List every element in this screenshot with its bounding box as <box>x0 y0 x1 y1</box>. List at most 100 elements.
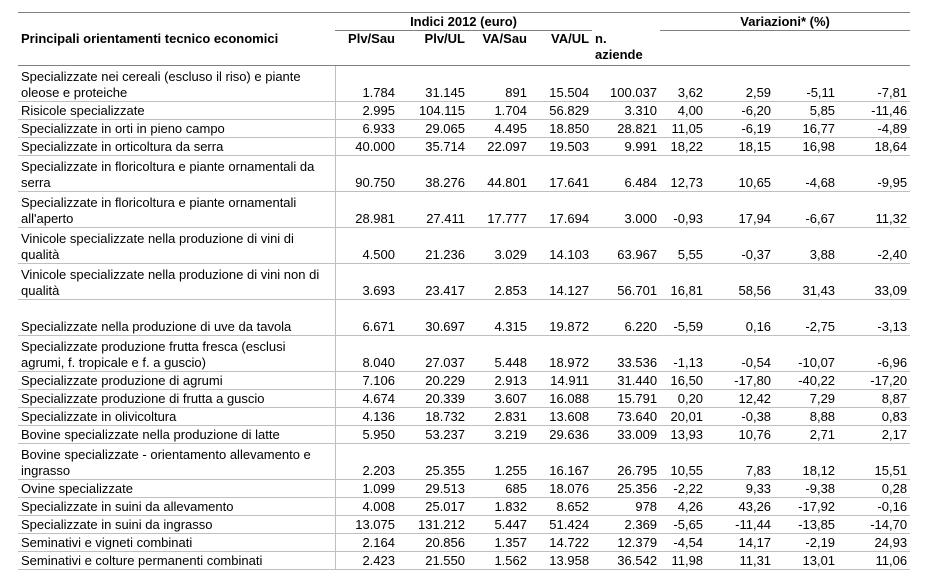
column-header: Plv/Sau <box>335 30 398 66</box>
cell: 11,05 <box>660 119 707 138</box>
cell: 18.732 <box>398 407 468 426</box>
cell: 3.693 <box>335 263 398 300</box>
cell: 14.127 <box>530 263 593 300</box>
column-header: Plv/UL <box>398 30 468 66</box>
cell: 6.484 <box>592 155 661 192</box>
cell: -5,11 <box>774 65 839 102</box>
cell: 63.967 <box>592 227 661 264</box>
cell: 26.795 <box>592 443 661 480</box>
column-header <box>706 30 775 66</box>
cell: 16,98 <box>774 137 839 156</box>
cell: 31.145 <box>398 65 468 102</box>
cell: 685 <box>468 479 530 498</box>
cell: 33.536 <box>592 335 661 372</box>
cell: 4.136 <box>335 407 398 426</box>
table-row: Specializzate in orti in pieno campo 6.93… <box>18 119 911 138</box>
header-cell <box>592 12 661 31</box>
cell: 5.447 <box>468 515 530 534</box>
cell: 7,29 <box>774 389 839 408</box>
cell: 11,06 <box>838 551 911 570</box>
table-row: Specializzate nella produzione di uve da… <box>18 299 911 336</box>
cell: 53.237 <box>398 425 468 444</box>
cell: 29.513 <box>398 479 468 498</box>
row-label: Bovine specializzate - orientamento alle… <box>18 443 336 480</box>
row-label: Specializzate in orti in pieno campo <box>18 119 336 138</box>
cell: 14,17 <box>706 533 775 552</box>
cell: 20.856 <box>398 533 468 552</box>
row-label: Specializzate in suini da ingrasso <box>18 515 336 534</box>
cell: -0,16 <box>838 497 911 516</box>
cell: 8.040 <box>335 335 398 372</box>
row-label: Risicole specializzate <box>18 101 336 120</box>
row-label: Specializzate nei cereali (escluso il ri… <box>18 65 336 102</box>
cell: -0,54 <box>706 335 775 372</box>
cell: 1.784 <box>335 65 398 102</box>
cell: -17,92 <box>774 497 839 516</box>
cell: -4,68 <box>774 155 839 192</box>
cell: 3.607 <box>468 389 530 408</box>
cell: 16.088 <box>530 389 593 408</box>
cell: 15.504 <box>530 65 593 102</box>
cell: 16,50 <box>660 371 707 390</box>
table-row: Ovine specializzate 1.099 29.513 685 18.076 2… <box>18 479 911 498</box>
cell: -17,20 <box>838 371 911 390</box>
cell: 978 <box>592 497 661 516</box>
table-row: Seminativi e colture permanenti combinat… <box>18 551 911 570</box>
cell: 2.913 <box>468 371 530 390</box>
cell: 56.701 <box>592 263 661 300</box>
cell: -17,80 <box>706 371 775 390</box>
cell: 2.995 <box>335 101 398 120</box>
cell: 19.503 <box>530 137 593 156</box>
cell: 13.608 <box>530 407 593 426</box>
cell: 14.911 <box>530 371 593 390</box>
cell: 1.099 <box>335 479 398 498</box>
cell: 7.106 <box>335 371 398 390</box>
cell: 17.694 <box>530 191 593 228</box>
cell: 104.115 <box>398 101 468 120</box>
cell: 40.000 <box>335 137 398 156</box>
cell: -2,22 <box>660 479 707 498</box>
cell: 4.008 <box>335 497 398 516</box>
column-header <box>774 30 839 66</box>
cell: 10,76 <box>706 425 775 444</box>
column-header: VA/UL <box>530 30 593 66</box>
row-label: Seminativi e colture permanenti combinat… <box>18 551 336 570</box>
cell: 9.991 <box>592 137 661 156</box>
row-label: Specializzate produzione frutta fresca (… <box>18 335 336 372</box>
table-row: Specializzate produzione di agrumi 7.106 2… <box>18 371 911 390</box>
cell: -14,70 <box>838 515 911 534</box>
cell: 13.958 <box>530 551 593 570</box>
table-row: Vinicole specializzate nella produzione … <box>18 263 911 300</box>
cell: 13.075 <box>335 515 398 534</box>
cell: 3.219 <box>468 425 530 444</box>
cell: 33.009 <box>592 425 661 444</box>
cell: -6,19 <box>706 119 775 138</box>
cell: -2,75 <box>774 299 839 336</box>
cell: 18.850 <box>530 119 593 138</box>
cell: 1.357 <box>468 533 530 552</box>
cell: -2,40 <box>838 227 911 264</box>
cell: 6.671 <box>335 299 398 336</box>
cell: 27.037 <box>398 335 468 372</box>
cell: 56.829 <box>530 101 593 120</box>
cell: 10,55 <box>660 443 707 480</box>
cell: 0,16 <box>706 299 775 336</box>
cell: -0,93 <box>660 191 707 228</box>
cell: -4,54 <box>660 533 707 552</box>
cell: 4.500 <box>335 227 398 264</box>
cell: 5,55 <box>660 227 707 264</box>
cell: 58,56 <box>706 263 775 300</box>
cell: 12,73 <box>660 155 707 192</box>
table-row: Vinicole specializzate nella produzione … <box>18 227 911 264</box>
cell: 8,88 <box>774 407 839 426</box>
cell: 10,65 <box>706 155 775 192</box>
cell: 6.220 <box>592 299 661 336</box>
cell: 891 <box>468 65 530 102</box>
cell: 9,33 <box>706 479 775 498</box>
cell: 3,62 <box>660 65 707 102</box>
cell: 36.542 <box>592 551 661 570</box>
row-label: Specializzate produzione di frutta a gus… <box>18 389 336 408</box>
cell: 131.212 <box>398 515 468 534</box>
table-row: Specializzate produzione di frutta a gus… <box>18 389 911 408</box>
cell: 4,26 <box>660 497 707 516</box>
